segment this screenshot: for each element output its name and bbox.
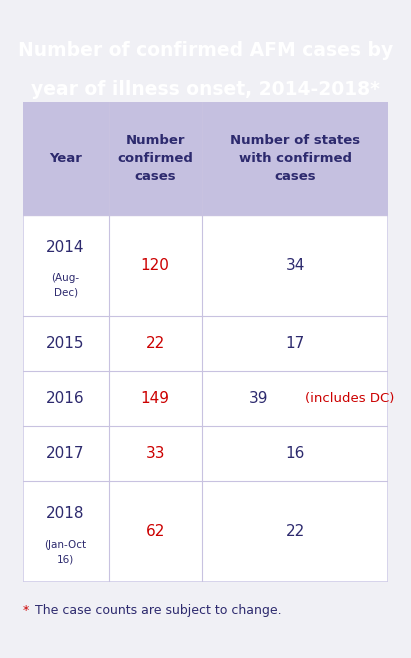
Text: 39: 39: [249, 391, 268, 406]
Text: 17: 17: [286, 336, 305, 351]
Text: (includes DC): (includes DC): [305, 392, 395, 405]
Text: 120: 120: [141, 258, 170, 273]
Text: 2017: 2017: [46, 446, 85, 461]
Text: Number of confirmed AFM cases by: Number of confirmed AFM cases by: [18, 41, 393, 60]
Text: 33: 33: [145, 446, 165, 461]
Text: Number
confirmed
cases: Number confirmed cases: [117, 134, 193, 183]
Text: *: *: [23, 603, 29, 617]
Text: 16: 16: [285, 446, 305, 461]
Text: (Aug-
Dec): (Aug- Dec): [51, 273, 80, 298]
Text: Number of states
with confirmed
cases: Number of states with confirmed cases: [230, 134, 360, 183]
Text: Year: Year: [49, 152, 82, 165]
Text: 2014: 2014: [46, 240, 85, 255]
Text: 149: 149: [141, 391, 170, 406]
Text: 62: 62: [145, 524, 165, 540]
Text: 34: 34: [285, 258, 305, 273]
Text: 22: 22: [286, 524, 305, 540]
Bar: [23, 102, 388, 215]
Text: year of illness onset, 2014-2018*: year of illness onset, 2014-2018*: [31, 80, 380, 99]
Text: (Jan-Oct
16): (Jan-Oct 16): [44, 540, 87, 565]
Text: 22: 22: [145, 336, 165, 351]
Text: 2018: 2018: [46, 506, 85, 521]
Text: 2016: 2016: [46, 391, 85, 406]
Text: The case counts are subject to change.: The case counts are subject to change.: [35, 603, 282, 617]
Text: 2015: 2015: [46, 336, 85, 351]
